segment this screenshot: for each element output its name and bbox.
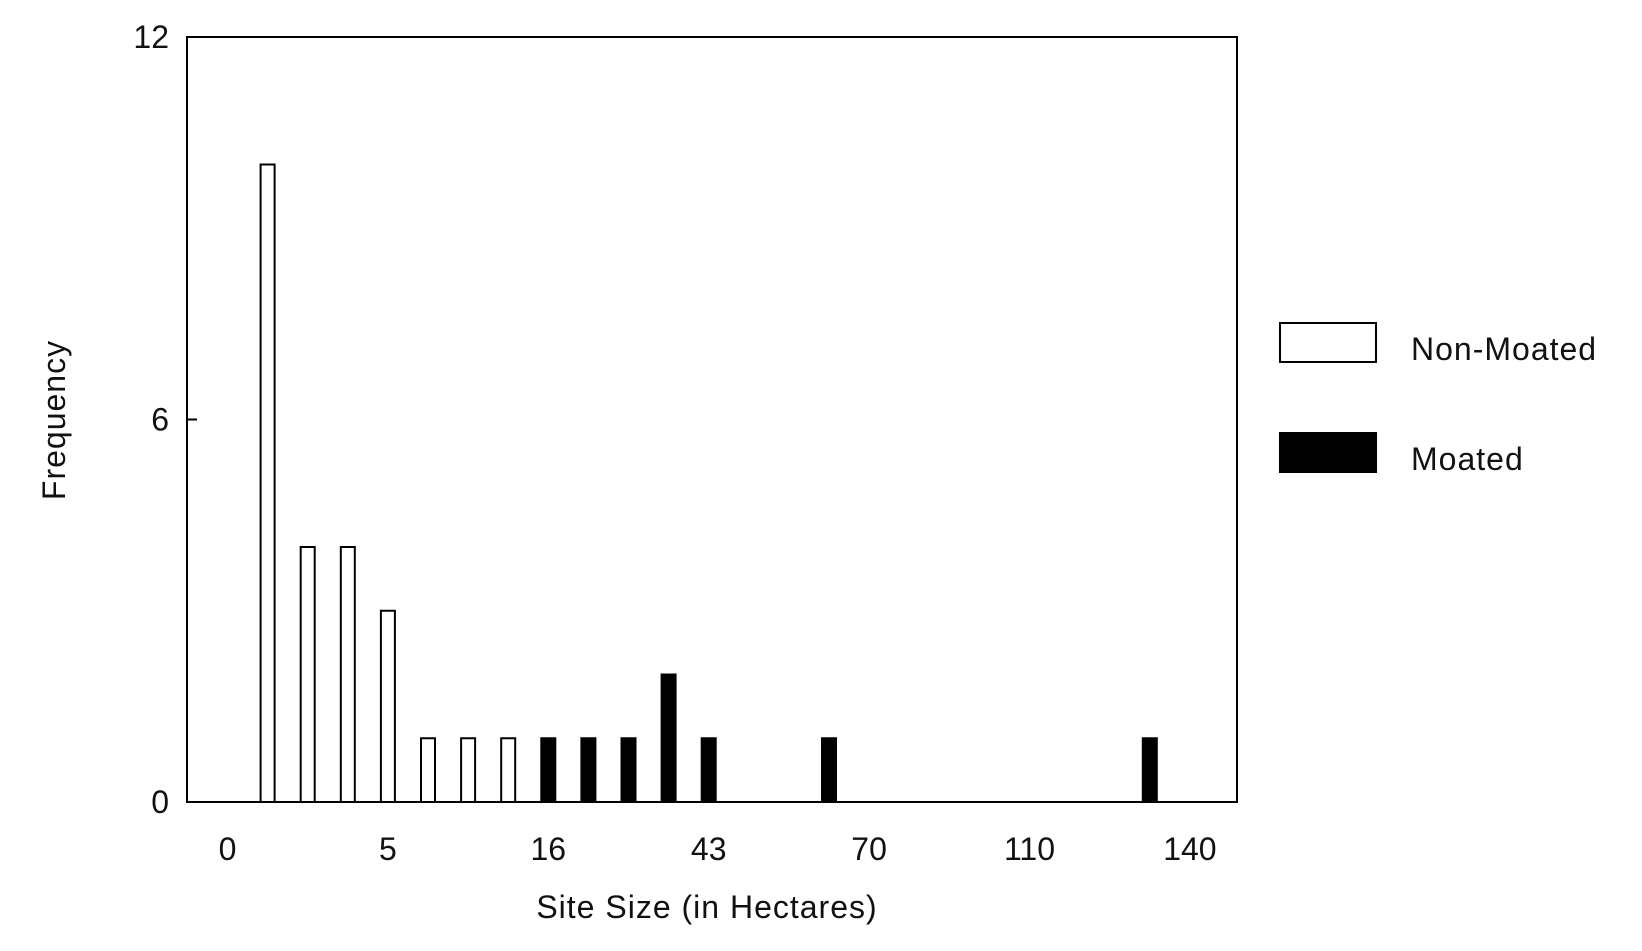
bar-moated <box>1141 737 1158 803</box>
y-tick-label: 6 <box>151 402 169 438</box>
x-tick-label: 0 <box>219 831 237 867</box>
y-tick-labels: 0 6 12 <box>133 19 169 820</box>
bar-moated <box>620 737 637 803</box>
y-tick-label: 12 <box>133 19 169 55</box>
bar-moated <box>700 737 717 803</box>
bar-non-moated <box>460 737 477 803</box>
bar-moated <box>540 737 557 803</box>
bar-moated <box>580 737 597 803</box>
bar-non-moated <box>299 546 316 803</box>
bar-non-moated <box>339 546 356 803</box>
x-axis-title: Site Size (in Hectares) <box>536 889 877 925</box>
bar-non-moated <box>500 737 517 803</box>
legend-label-non-moated: Non-Moated <box>1411 331 1597 367</box>
x-tick-label: 140 <box>1163 831 1216 867</box>
y-tick-label: 0 <box>151 784 169 820</box>
bar-non-moated <box>420 737 436 803</box>
x-tick-label: 5 <box>379 831 397 867</box>
bar-moated <box>660 673 677 803</box>
legend: Non-Moated Moated <box>1279 322 1597 477</box>
legend-label-moated: Moated <box>1411 441 1524 477</box>
y-axis-title: Frequency <box>36 340 72 500</box>
y-tick-marks <box>187 36 197 803</box>
x-tick-label: 70 <box>851 831 887 867</box>
x-tick-label: 110 <box>1004 831 1055 867</box>
x-tick-labels: 0 5 16 43 70 110 140 <box>219 831 1217 867</box>
legend-swatch-non-moated <box>1279 322 1377 363</box>
bar-non-moated <box>259 163 276 803</box>
bar-moated <box>821 737 837 803</box>
bars <box>259 163 1158 803</box>
legend-swatch-moated <box>1279 432 1377 473</box>
x-tick-label: 16 <box>531 831 567 867</box>
x-tick-label: 43 <box>691 831 727 867</box>
bar-non-moated <box>379 609 396 803</box>
